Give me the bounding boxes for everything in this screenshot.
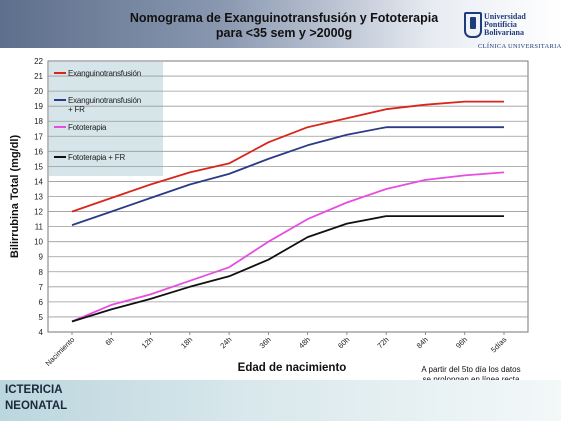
y-tick-label: 13	[34, 193, 43, 202]
y-tick-label: 22	[34, 57, 43, 66]
x-tick-label: 18h	[179, 335, 194, 350]
y-tick-label: 16	[34, 147, 43, 156]
nomogram-chart: 4 5 6 7 8 9 10 11 12 13 14 15 16 17 18 19 20 21 22 Nacimie…	[9, 57, 529, 374]
y-tick-label: 5	[39, 313, 44, 322]
grid-lines	[48, 75, 528, 318]
x-tick-label: 24h	[218, 335, 233, 350]
crest-icon	[464, 12, 482, 38]
x-tick-label: 96h	[454, 335, 469, 350]
y-tick-label: 7	[39, 283, 44, 292]
x-tick-label: Nacimiento	[44, 335, 77, 368]
logo-line-2: Pontificia	[484, 20, 517, 29]
header-band	[0, 0, 561, 48]
y-tick-label: 11	[35, 223, 44, 232]
university-logo: Universidad Pontificia Bolivariana CLÍNI…	[464, 8, 561, 54]
series-line-4	[71, 215, 504, 323]
y-tick-label: 21	[34, 72, 43, 81]
footer-band: ICTERICIA NEONATAL	[0, 380, 561, 421]
logo-line-1: Universidad	[484, 12, 526, 21]
footer-label: ICTERICIA NEONATAL	[5, 384, 68, 412]
x-tick-label: 60h	[336, 335, 351, 350]
x-tick-label: 84h	[415, 335, 430, 350]
extrapolation-note: A partir del 5to día los datos se prolon…	[421, 365, 521, 384]
y-tick-label: 19	[34, 102, 43, 111]
series-line-3	[71, 171, 505, 323]
logo-line-3: Bolivariana	[484, 28, 525, 37]
y-axis-ticks: 4 5 6 7 8 9 10 11 12 13 14 15 16 17 18 19 20 21 22	[34, 57, 43, 337]
legend-label: Fototerapia	[68, 123, 107, 132]
y-tick-label: 4	[39, 328, 44, 337]
series-lines	[71, 100, 505, 323]
x-tick-label: 12h	[140, 335, 155, 350]
legend-label: Exanguinotransfusión + FR	[68, 96, 141, 114]
legend-label: Fototerapia + FR	[68, 153, 125, 162]
y-tick-label: 17	[34, 132, 43, 141]
y-tick-label: 15	[34, 162, 43, 171]
x-axis-label: Edad de nacimiento	[238, 362, 347, 374]
y-tick-label: 12	[34, 208, 43, 217]
y-tick-label: 14	[34, 177, 43, 186]
legend-label: Exanguinotransfusión	[68, 69, 141, 78]
legend: Exanguinotransfusión Exanguinotransfusión…	[54, 69, 141, 162]
y-axis-label: Bilirrubina Total (mg/dl)	[9, 135, 21, 259]
y-tick-label: 20	[34, 87, 43, 96]
series-line-2	[71, 126, 504, 226]
logo-line-4: CLÍNICA UNIVERSITARIA	[478, 43, 561, 50]
chart-title: Nomograma de Exanguinotransfusión y Foto…	[129, 11, 439, 40]
legend-box	[49, 62, 163, 176]
x-tick-label: 5días	[489, 335, 509, 355]
x-tick-label: 48h	[297, 335, 312, 350]
x-tick-label: 72h	[375, 335, 390, 350]
x-tick-label: 6h	[103, 335, 115, 347]
x-tick-label: 36h	[258, 335, 273, 350]
y-tick-label: 10	[34, 238, 43, 247]
series-line-1	[71, 100, 504, 213]
y-tick-label: 18	[34, 117, 43, 126]
y-tick-label: 6	[39, 298, 44, 307]
y-tick-label: 8	[39, 268, 44, 277]
y-tick-label: 9	[39, 253, 44, 262]
